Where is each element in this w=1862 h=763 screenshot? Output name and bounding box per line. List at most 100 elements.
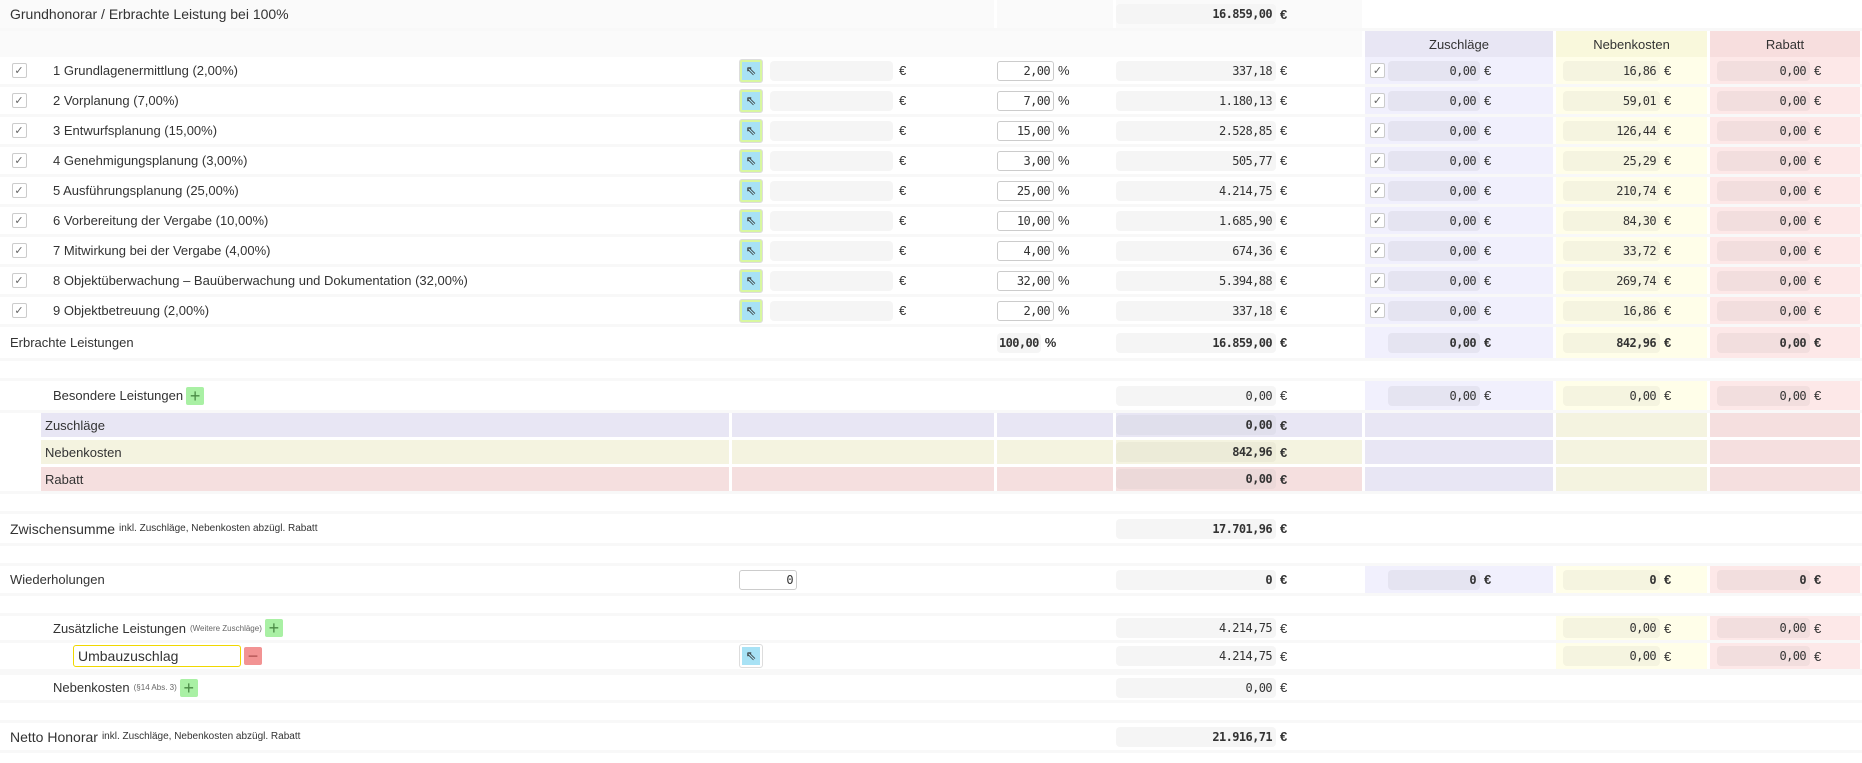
phase-checkbox[interactable]: ✓ (11, 183, 27, 198)
phase-zuschlag-checkbox[interactable]: ✓ (1370, 123, 1385, 138)
phase-select-button[interactable]: ⇖ (739, 268, 763, 293)
phase-nebenkosten: 269,74 (1563, 270, 1660, 291)
cursor-arrow-icon: ⇖ (742, 121, 760, 140)
add-zusaetzlich-button[interactable]: + (264, 619, 283, 637)
phase-nebenkosten: 16,86 (1563, 300, 1660, 321)
umbauzuschlag-input[interactable]: Umbauzuschlag (73, 645, 241, 667)
cursor-arrow-icon: ⇖ (742, 647, 760, 665)
zusaetzlich-label: Zusätzliche Leistungen (53, 620, 186, 636)
zwischensumme-row: Zwischensumme inkl. Zuschläge, Nebenkoste… (0, 514, 1862, 546)
phase-amount-field[interactable] (770, 60, 893, 81)
phase-select-button[interactable]: ⇖ (739, 298, 763, 323)
phase-zuschlag-checkbox[interactable]: ✓ (1370, 183, 1385, 198)
phase-row: ✓ 8 Objektüberwachung – Bauüberwachung u… (0, 267, 1862, 297)
phase-percent-input[interactable]: 3,00 (997, 150, 1054, 171)
phase-zuschlag-checkbox[interactable]: ✓ (1370, 213, 1385, 228)
nebenkosten-row: Nebenkosten (§14 Abs. 3) + 0,00 € (0, 675, 1862, 703)
phase-amount: 2.528,85 (1116, 120, 1276, 141)
wiederholungen-amount: 0 (1116, 569, 1276, 590)
add-besondere-button[interactable]: + (186, 386, 205, 405)
phase-percent-input[interactable]: 32,00 (997, 270, 1054, 291)
phase-amount-field[interactable] (770, 180, 893, 201)
phase-select-button[interactable]: ⇖ (739, 58, 763, 83)
phase-checkbox[interactable]: ✓ (11, 123, 27, 138)
phase-rabatt: 0,00 (1717, 210, 1810, 231)
phase-percent-input[interactable]: 7,00 (997, 90, 1054, 111)
phase-nebenkosten: 33,72 (1563, 240, 1660, 261)
phase-amount: 1.180,13 (1116, 90, 1276, 111)
cursor-arrow-icon: ⇖ (742, 271, 760, 290)
phase-zuschlag: 0,00 (1388, 60, 1480, 81)
phase-percent-input[interactable]: 15,00 (997, 120, 1054, 141)
phase-checkbox[interactable]: ✓ (11, 213, 27, 228)
phase-label: 5 Ausführungsplanung (25,00%) (41, 177, 729, 204)
netto-note: inkl. Zuschläge, Nebenkosten abzügl. Rab… (101, 731, 301, 742)
cursor-arrow-icon: ⇖ (742, 151, 760, 170)
phase-zuschlag-checkbox[interactable]: ✓ (1370, 303, 1385, 318)
phase-zuschlag: 0,00 (1388, 120, 1480, 141)
phase-checkbox[interactable]: ✓ (11, 273, 27, 288)
phase-zuschlag: 0,00 (1388, 180, 1480, 201)
phase-select-button[interactable]: ⇖ (739, 118, 763, 143)
remove-umbauzuschlag-button[interactable]: − (244, 647, 262, 665)
phase-select-button[interactable]: ⇖ (739, 178, 763, 203)
page-title: Grundhonorar / Erbrachte Leistung bei 10… (10, 6, 289, 22)
phase-percent-input[interactable]: 4,00 (997, 240, 1054, 261)
phase-amount: 5.394,88 (1116, 270, 1276, 291)
phase-zuschlag-checkbox[interactable]: ✓ (1370, 273, 1385, 288)
zusaetzlich-nk: 0,00 (1563, 618, 1660, 638)
phase-checkbox[interactable]: ✓ (11, 63, 27, 78)
phase-rabatt: 0,00 (1717, 270, 1810, 291)
phase-zuschlag-checkbox[interactable]: ✓ (1370, 153, 1385, 168)
cursor-arrow-icon: ⇖ (742, 211, 760, 230)
phase-zuschlag-checkbox[interactable]: ✓ (1370, 63, 1385, 78)
phase-amount-field[interactable] (770, 240, 893, 261)
zwischensumme-label: Zwischensumme (10, 520, 116, 537)
phase-rabatt: 0,00 (1717, 120, 1810, 141)
erbrachte-zu: 0,00 (1388, 332, 1480, 353)
phase-percent-input[interactable]: 25,00 (997, 180, 1054, 201)
phase-select-button[interactable]: ⇖ (739, 238, 763, 263)
summary-zuschlaege-row: Zuschläge 0,00 € (0, 413, 1862, 440)
umbauzuschlag-row: Umbauzuschlag − ⇖ 4.214,75 € 0,00 € 0,00 € (0, 643, 1862, 675)
phase-amount-field[interactable] (770, 120, 893, 141)
phase-checkbox[interactable]: ✓ (11, 243, 27, 258)
select-umbauzuschlag-button[interactable]: ⇖ (739, 644, 763, 668)
phase-label: 4 Genehmigungsplanung (3,00%) (41, 147, 729, 174)
phase-select-button[interactable]: ⇖ (739, 208, 763, 233)
phase-percent-input[interactable]: 2,00 (997, 300, 1054, 321)
phase-checkbox[interactable]: ✓ (11, 93, 27, 108)
phase-nebenkosten: 59,01 (1563, 90, 1660, 111)
phase-amount-field[interactable] (770, 90, 893, 111)
header-zuschlaege: Zuschläge (1365, 31, 1553, 57)
wiederholungen-input[interactable]: 0 (739, 569, 797, 590)
umbauzuschlag-rb: 0,00 (1717, 646, 1810, 666)
phase-amount-field[interactable] (770, 150, 893, 171)
phase-select-button[interactable]: ⇖ (739, 148, 763, 173)
add-nebenkosten-button[interactable]: + (179, 678, 198, 697)
phase-zuschlag: 0,00 (1388, 150, 1480, 171)
phase-amount-field[interactable] (770, 270, 893, 291)
zusaetzlich-rb: 0,00 (1717, 618, 1810, 638)
cursor-arrow-icon: ⇖ (742, 301, 760, 320)
phase-percent-input[interactable]: 2,00 (997, 60, 1054, 81)
phase-nebenkosten: 210,74 (1563, 180, 1660, 201)
netto-amount: 21.916,71 (1116, 726, 1276, 747)
phase-percent-input[interactable]: 10,00 (997, 210, 1054, 231)
title-amount: 16.859,00 (1116, 4, 1276, 24)
erbrachte-rb: 0,00 (1717, 332, 1810, 353)
wiederholungen-row: Wiederholungen 0 0 € 0 € 0 € 0 € (0, 566, 1862, 596)
phase-amount-field[interactable] (770, 300, 893, 321)
phase-select-button[interactable]: ⇖ (739, 88, 763, 113)
phase-label: 3 Entwurfsplanung (15,00%) (41, 117, 729, 144)
phase-amount-field[interactable] (770, 210, 893, 231)
besondere-row: Besondere Leistungen + 0,00 € 0,00 € 0,00 € … (0, 381, 1862, 413)
phase-row: ✓ 7 Mitwirkung bei der Vergabe (4,00%) ⇖… (0, 237, 1862, 267)
phase-checkbox[interactable]: ✓ (11, 303, 27, 318)
phase-nebenkosten: 84,30 (1563, 210, 1660, 231)
phase-zuschlag-checkbox[interactable]: ✓ (1370, 93, 1385, 108)
phase-checkbox[interactable]: ✓ (11, 153, 27, 168)
summary-nebenkosten-row: Nebenkosten 842,96 € (0, 440, 1862, 467)
phase-zuschlag-checkbox[interactable]: ✓ (1370, 243, 1385, 258)
